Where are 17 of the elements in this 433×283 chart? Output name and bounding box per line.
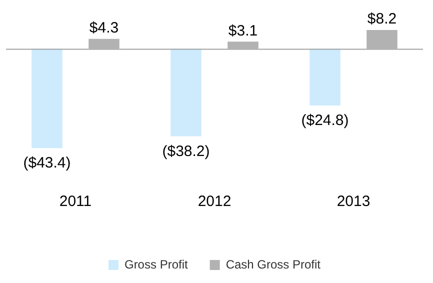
x-tick-label: 2013 bbox=[336, 193, 370, 210]
data-label: $8.2 bbox=[367, 10, 397, 28]
data-label: ($43.4) bbox=[23, 154, 71, 172]
bar bbox=[170, 48, 202, 136]
legend-label: Gross Profit bbox=[124, 257, 188, 272]
data-label: $4.3 bbox=[89, 20, 119, 37]
x-tick-label: 2012 bbox=[198, 193, 232, 210]
data-label: ($38.2) bbox=[162, 142, 210, 160]
bar bbox=[88, 38, 120, 49]
bar bbox=[228, 42, 258, 49]
bar bbox=[310, 48, 340, 106]
bar bbox=[366, 30, 398, 49]
legend-label: Cash Gross Profit bbox=[226, 257, 322, 272]
data-label: $3.1 bbox=[228, 22, 258, 40]
data-label: ($24.8) bbox=[301, 112, 349, 130]
bar bbox=[32, 48, 62, 148]
x-tick-label: 2011 bbox=[59, 193, 92, 210]
